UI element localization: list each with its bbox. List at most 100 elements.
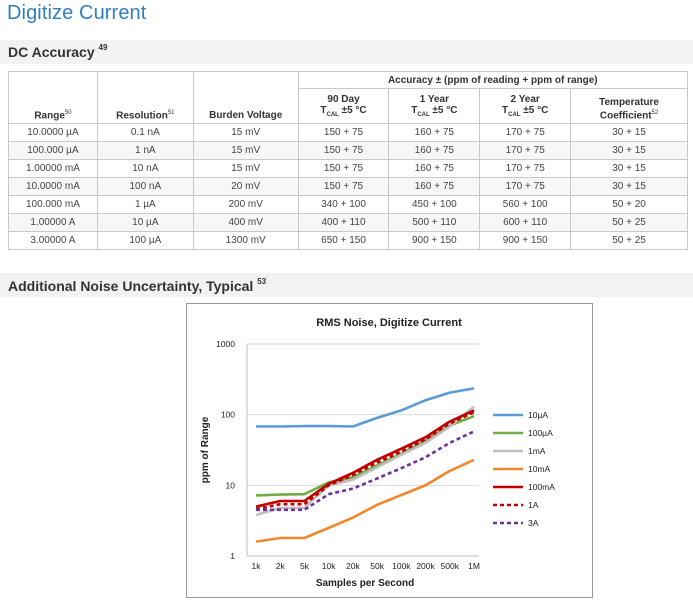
cell-temp-coefficient: 50 + 20 bbox=[570, 195, 688, 214]
dc-accuracy-section-bar: DC Accuracy 49 bbox=[0, 40, 693, 64]
cell-temp-coefficient: 30 + 15 bbox=[570, 123, 688, 142]
cell-burden-voltage: 1300 mV bbox=[192, 231, 299, 250]
x-tick-label: 100k bbox=[392, 561, 411, 571]
cell-burden-voltage: 200 mV bbox=[192, 195, 299, 214]
cell-accuracy-2year: 170 + 75 bbox=[479, 159, 572, 178]
cell-accuracy-2year: 600 + 110 bbox=[479, 213, 572, 232]
chart-ylabel: ppm of Range bbox=[200, 416, 211, 483]
page-title: Digitize Current bbox=[7, 2, 147, 24]
cell-burden-voltage: 400 mV bbox=[192, 213, 299, 232]
cell-accuracy-90day: 150 + 75 bbox=[297, 159, 390, 178]
accuracy-group-header: Accuracy ± (ppm of reading + ppm of rang… bbox=[297, 71, 689, 89]
cell-accuracy-2year: 170 + 75 bbox=[479, 141, 572, 160]
legend-label: 10mA bbox=[528, 464, 551, 474]
chart-title: RMS Noise, Digitize Current bbox=[316, 317, 462, 329]
col-header-resolution: Resolution51 bbox=[96, 71, 194, 124]
chart-xlabel: Samples per Second bbox=[316, 578, 414, 589]
cell-accuracy-2year: 170 + 75 bbox=[479, 177, 572, 196]
series-line-1mA bbox=[255, 405, 475, 517]
series-line-1A bbox=[255, 411, 475, 511]
cell-temp-coefficient: 30 + 15 bbox=[570, 141, 688, 160]
col-header-2year: 2 Year TCAL ±5 °C bbox=[479, 88, 572, 124]
table-row: 1.00000 mA 10 nA 15 mV 150 + 75 160 + 75 170 … bbox=[8, 159, 688, 178]
cell-temp-coefficient: 50 + 25 bbox=[570, 213, 688, 232]
dc-accuracy-title: DC Accuracy 49 bbox=[8, 43, 108, 60]
noise-chart: RMS Noise, Digitize Current ppm of Range… bbox=[200, 317, 555, 589]
cell-range: 1.00000 mA bbox=[8, 159, 98, 178]
cell-accuracy-90day: 150 + 75 bbox=[297, 141, 390, 160]
cell-resolution: 0.1 nA bbox=[96, 123, 194, 142]
cell-accuracy-1year: 160 + 75 bbox=[388, 123, 481, 142]
x-tick-label: 20k bbox=[346, 561, 360, 571]
y-tick-label: 100 bbox=[221, 410, 235, 420]
cell-range: 10.0000 µA bbox=[8, 123, 98, 142]
cell-resolution: 100 nA bbox=[96, 177, 194, 196]
x-tick-label: 200k bbox=[416, 561, 435, 571]
legend-label: 1A bbox=[528, 500, 539, 510]
x-tick-label: 500k bbox=[441, 561, 460, 571]
legend-label: 3A bbox=[528, 518, 539, 528]
noise-title: Additional Noise Uncertainty, Typical 53 bbox=[8, 277, 267, 294]
cell-accuracy-1year: 160 + 75 bbox=[388, 141, 481, 160]
cell-accuracy-2year: 170 + 75 bbox=[479, 123, 572, 142]
cell-burden-voltage: 15 mV bbox=[192, 159, 299, 178]
cell-temp-coefficient: 30 + 15 bbox=[570, 177, 688, 196]
cell-accuracy-90day: 400 + 110 bbox=[297, 213, 390, 232]
cell-resolution: 10 µA bbox=[96, 213, 194, 232]
legend-label: 10µA bbox=[528, 410, 548, 420]
col-header-90day: 90 Day TCAL ±5 °C bbox=[297, 88, 390, 124]
legend-label: 100mA bbox=[528, 482, 555, 492]
cell-resolution: 1 µA bbox=[96, 195, 194, 214]
col-header-1year: 1 Year TCAL ±5 °C bbox=[388, 88, 481, 124]
x-tick-label: 10k bbox=[322, 561, 336, 571]
table-row: 10.0000 mA 100 nA 20 mV 150 + 75 160 + 75 170… bbox=[8, 177, 688, 196]
dc-accuracy-footnote: 49 bbox=[98, 43, 108, 53]
legend-label: 100µA bbox=[528, 428, 553, 438]
cell-resolution: 1 nA bbox=[96, 141, 194, 160]
col-header-temp-coefficient: Temperature Coefficient52 bbox=[570, 88, 688, 124]
cell-accuracy-90day: 340 + 100 bbox=[297, 195, 390, 214]
col-header-burden: Burden Voltage bbox=[192, 71, 299, 124]
noise-footnote: 53 bbox=[257, 277, 267, 287]
legend-label: 1mA bbox=[528, 446, 546, 456]
noise-section-bar: Additional Noise Uncertainty, Typical 53 bbox=[0, 273, 693, 297]
series-line-10µA bbox=[256, 387, 475, 428]
cell-burden-voltage: 20 mV bbox=[192, 177, 299, 196]
cell-accuracy-1year: 500 + 110 bbox=[388, 213, 481, 232]
y-tick-label: 1 bbox=[230, 551, 235, 561]
cell-accuracy-1year: 900 + 150 bbox=[388, 231, 481, 250]
cell-accuracy-90day: 650 + 150 bbox=[297, 231, 390, 250]
cell-range: 100.000 mA bbox=[8, 195, 98, 214]
dc-accuracy-table: Range50 Resolution51 Burden Voltage Accu… bbox=[8, 71, 689, 250]
cell-temp-coefficient: 50 + 25 bbox=[570, 231, 688, 250]
series-line-100mA bbox=[255, 409, 475, 508]
table-row: 1.00000 A 10 µA 400 mV 400 + 110 500 + 110 60… bbox=[8, 213, 688, 232]
cell-accuracy-1year: 160 + 75 bbox=[388, 159, 481, 178]
y-tick-label: 1000 bbox=[216, 339, 235, 349]
cell-range: 3.00000 A bbox=[8, 231, 98, 250]
cell-temp-coefficient: 30 + 15 bbox=[570, 159, 688, 178]
cell-accuracy-2year: 900 + 150 bbox=[479, 231, 572, 250]
x-tick-label: 5k bbox=[300, 561, 310, 571]
cell-accuracy-90day: 150 + 75 bbox=[297, 123, 390, 142]
table-row: 100.000 µA 1 nA 15 mV 150 + 75 160 + 75 170 +… bbox=[8, 141, 688, 160]
col-header-range: Range50 bbox=[8, 71, 98, 124]
dc-accuracy-title-text: DC Accuracy bbox=[8, 44, 95, 60]
noise-chart-frame: RMS Noise, Digitize Current ppm of Range… bbox=[186, 303, 593, 598]
cell-range: 1.00000 A bbox=[8, 213, 98, 232]
cell-burden-voltage: 15 mV bbox=[192, 123, 299, 142]
cell-accuracy-2year: 560 + 100 bbox=[479, 195, 572, 214]
series-line-10mA bbox=[255, 458, 475, 543]
cell-resolution: 100 µA bbox=[96, 231, 194, 250]
cell-range: 100.000 µA bbox=[8, 141, 98, 160]
table-row: 10.0000 µA 0.1 nA 15 mV 150 + 75 160 + 75 170… bbox=[8, 123, 688, 142]
cell-accuracy-1year: 450 + 100 bbox=[388, 195, 481, 214]
series-line-3A bbox=[256, 430, 475, 512]
y-tick-label: 10 bbox=[226, 480, 236, 490]
cell-range: 10.0000 mA bbox=[8, 177, 98, 196]
cell-accuracy-1year: 160 + 75 bbox=[388, 177, 481, 196]
noise-title-text: Additional Noise Uncertainty, Typical bbox=[8, 278, 254, 294]
cell-resolution: 10 nA bbox=[96, 159, 194, 178]
cell-burden-voltage: 15 mV bbox=[192, 141, 299, 160]
x-tick-label: 1M bbox=[468, 561, 480, 571]
